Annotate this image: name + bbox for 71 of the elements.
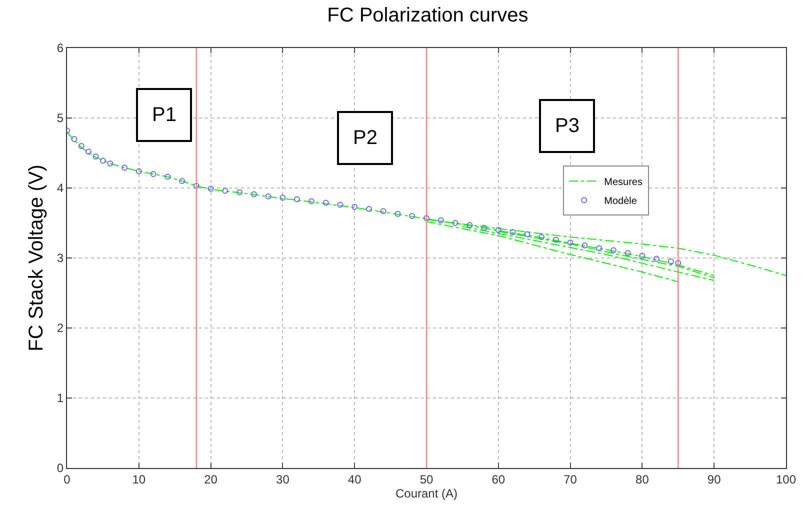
point [668, 258, 674, 264]
point [250, 191, 257, 198]
point [193, 182, 200, 189]
point [78, 143, 84, 149]
point [510, 229, 516, 236]
point [452, 220, 458, 226]
x-tick-label: 40 [348, 472, 362, 486]
x-tick-label: 20 [204, 472, 218, 486]
y-tick-label: 1 [56, 391, 64, 406]
point [322, 200, 329, 206]
point [409, 213, 416, 219]
point [86, 148, 92, 155]
point [552, 236, 559, 243]
x-tick-label: 100 [776, 472, 796, 486]
point [208, 186, 214, 192]
annotation: P2 [353, 127, 378, 149]
x-tick-label: 80 [636, 472, 650, 486]
point [179, 178, 186, 184]
point [610, 247, 616, 254]
x-tick-label: 10 [132, 472, 146, 486]
y-tick-label: 2 [56, 321, 64, 336]
point [624, 250, 631, 256]
point [675, 260, 682, 266]
x-tick-label: 70 [564, 472, 578, 486]
point [495, 227, 502, 233]
point [92, 154, 99, 160]
point [394, 210, 401, 217]
point [567, 240, 574, 246]
point [466, 222, 473, 228]
x-tick-label: 50 [420, 472, 434, 486]
point [596, 245, 602, 252]
point [438, 217, 444, 224]
annotation: P1 [152, 104, 176, 126]
y-tick-label: 6 [56, 41, 64, 56]
point [280, 194, 286, 201]
point [337, 202, 344, 208]
point [71, 136, 78, 142]
point [107, 160, 114, 166]
y-tick-label: 4 [56, 181, 64, 196]
point [222, 188, 228, 194]
x-tick-label: 30 [276, 472, 290, 486]
point [122, 164, 128, 171]
legend-label: Mesures [604, 177, 642, 188]
point [150, 171, 156, 177]
point [424, 215, 430, 222]
point [164, 174, 171, 180]
legend-label: Modèle [604, 196, 638, 207]
y-tick-label: 3 [56, 251, 64, 266]
point [366, 206, 372, 212]
point [639, 252, 646, 259]
annotation: P3 [555, 115, 580, 137]
x-tick-label: 60 [492, 472, 506, 486]
x-axis-title: Courant (A) [395, 486, 458, 500]
point [654, 256, 660, 262]
point [236, 189, 243, 196]
point [380, 208, 386, 214]
point [100, 158, 106, 164]
point [294, 196, 300, 202]
point [265, 193, 272, 200]
y-axis-title: FC Stack Voltage (V) [25, 164, 48, 352]
point [582, 242, 588, 248]
point [481, 224, 488, 231]
y-tick-label: 0 [56, 461, 64, 476]
chart-title: FC Polarization curves [327, 4, 528, 27]
y-tick-label: 5 [56, 111, 64, 126]
point [352, 204, 358, 210]
point [308, 198, 314, 204]
point [524, 231, 530, 238]
point [538, 234, 545, 240]
point [136, 168, 142, 174]
x-tick-label: 90 [707, 472, 722, 486]
